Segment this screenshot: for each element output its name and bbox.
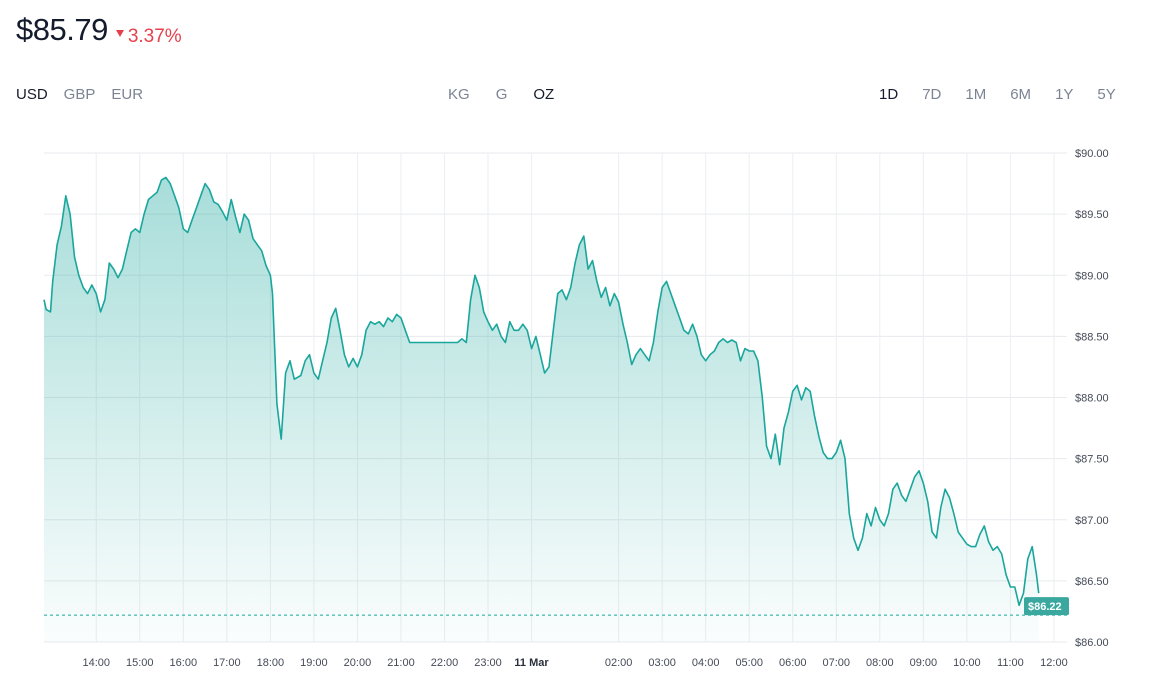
price-area-fill	[44, 177, 1039, 642]
chart-toolbar: USD GBP EUR KG G OZ 1D 7D 1M 6M 1Y 5Y	[0, 86, 1157, 108]
x-tick-label: 21:00	[387, 657, 415, 669]
x-tick-label: 03:00	[648, 657, 676, 669]
x-tick-label: 02:00	[605, 657, 633, 669]
x-tick-label: 18:00	[257, 657, 285, 669]
down-triangle-icon	[115, 30, 124, 37]
x-tick-label: 19:00	[300, 657, 328, 669]
x-tick-label: 07:00	[823, 657, 851, 669]
x-tick-label: 22:00	[431, 657, 459, 669]
currency-option-eur[interactable]: EUR	[111, 86, 144, 103]
y-tick-label: $89.00	[1075, 270, 1109, 282]
unit-selector: KG G OZ	[448, 86, 580, 103]
x-tick-label: 10:00	[953, 657, 981, 669]
x-tick-label: 04:00	[692, 657, 720, 669]
current-price: $85.79	[16, 12, 108, 47]
x-tick-label: 09:00	[910, 657, 938, 669]
currency-option-usd[interactable]: USD	[16, 86, 48, 103]
price-header: $85.79 3.37%	[16, 12, 182, 48]
unit-option-oz[interactable]: OZ	[533, 86, 555, 103]
x-tick-label: 08:00	[866, 657, 894, 669]
x-tick-label: 06:00	[779, 657, 807, 669]
currency-option-gbp[interactable]: GBP	[63, 86, 96, 103]
unit-option-kg[interactable]: KG	[448, 86, 470, 103]
range-option-5y[interactable]: 5Y	[1097, 86, 1116, 103]
x-tick-label: 15:00	[126, 657, 154, 669]
range-selector: 1D 7D 1M 6M 1Y 5Y	[879, 86, 1116, 103]
x-tick-label: 14:00	[82, 657, 110, 669]
range-option-6m[interactable]: 6M	[1010, 86, 1032, 103]
range-option-1d[interactable]: 1D	[879, 86, 899, 103]
x-axis: 14:00 15:00 16:00 17:00 18:00 19:00 20:00 21:00…	[82, 657, 1067, 669]
x-tick-label: 16:00	[170, 657, 198, 669]
last-price-tag: $86.22	[1024, 597, 1069, 616]
price-change: 3.37%	[115, 25, 182, 48]
price-line	[43, 176, 1040, 607]
y-tick-label: $87.00	[1075, 515, 1109, 527]
y-tick-label: $86.50	[1075, 576, 1109, 588]
y-tick-label: $88.50	[1075, 331, 1109, 343]
last-price-tag-bg	[1024, 597, 1069, 616]
x-tick-label: 17:00	[213, 657, 241, 669]
x-tick-label: 23:00	[474, 657, 502, 669]
y-tick-label: $86.00	[1075, 637, 1109, 649]
unit-option-g[interactable]: G	[495, 86, 508, 103]
y-tick-label: $88.00	[1075, 393, 1109, 405]
x-tick-label: 05:00	[735, 657, 763, 669]
x-tick-label: 11:00	[997, 657, 1024, 669]
currency-selector: USD GBP EUR	[16, 86, 159, 103]
y-tick-label: $89.50	[1075, 209, 1109, 221]
y-tick-label: $90.00	[1075, 148, 1109, 160]
x-tick-label: 12:00	[1040, 657, 1068, 669]
range-option-1m[interactable]: 1M	[965, 86, 987, 103]
last-price-tag-text: $86.22	[1028, 601, 1062, 613]
range-option-1y[interactable]: 1Y	[1055, 86, 1074, 103]
y-tick-label: $87.50	[1075, 454, 1109, 466]
x-tick-label: 11 Mar	[514, 657, 549, 669]
y-axis: $86.00 $86.50 $87.00 $87.50 $88.00 $88.50 $89.…	[1075, 148, 1109, 649]
price-change-percent: 3.37%	[127, 25, 182, 47]
x-tick-label: 20:00	[344, 657, 372, 669]
range-option-7d[interactable]: 7D	[922, 86, 942, 103]
